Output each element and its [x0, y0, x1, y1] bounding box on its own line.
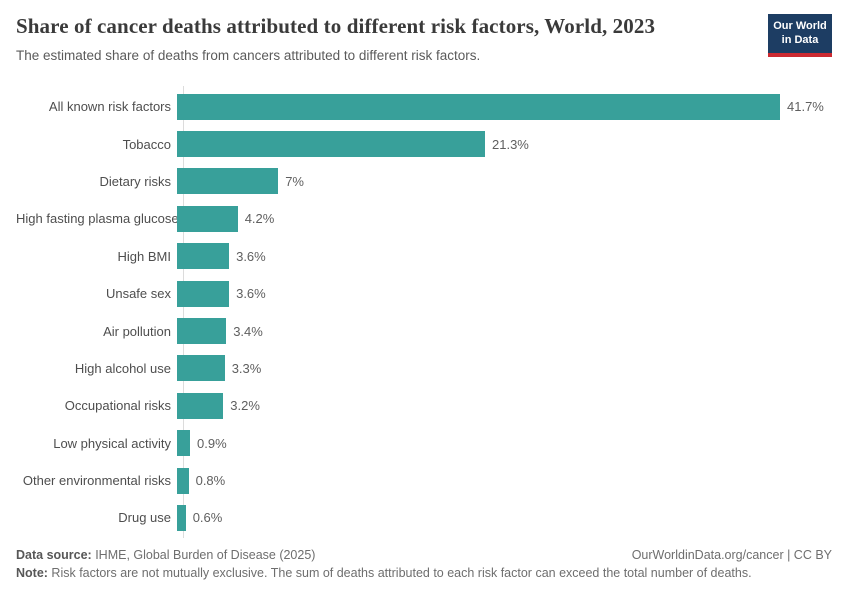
- note-text: Risk factors are not mutually exclusive.…: [47, 566, 752, 581]
- bar-row: High BMI 3.6%: [16, 238, 850, 275]
- bar[interactable]: [177, 355, 225, 382]
- bar-track: 0.8%: [177, 462, 850, 499]
- owid-license-link[interactable]: OurWorldinData.org/cancer | CC BY: [631, 548, 832, 562]
- bar[interactable]: [177, 205, 238, 232]
- owid-logo-text-line2: in Data: [781, 33, 819, 46]
- bar-track: 4.2%: [177, 200, 850, 237]
- category-label: Low physical activity: [53, 435, 171, 451]
- owid-logo[interactable]: Our World in Data: [768, 14, 832, 57]
- data-source: Data source: IHME, Global Burden of Dise…: [16, 546, 315, 564]
- bar-row: All known risk factors 41.7%: [16, 88, 850, 125]
- data-source-text: IHME, Global Burden of Disease (2025): [91, 548, 316, 562]
- bar-row: Tobacco 21.3%: [16, 125, 850, 162]
- bar-row: Air pollution 3.4%: [16, 312, 850, 349]
- bar-row: Occupational risks 3.2%: [16, 387, 850, 424]
- bar[interactable]: [177, 504, 186, 531]
- bar-row: Other environmental risks 0.8%: [16, 462, 850, 499]
- value-label: 3.3%: [231, 360, 262, 376]
- bar-track: 3.6%: [177, 275, 850, 312]
- value-label: 7%: [285, 173, 304, 189]
- bar[interactable]: [177, 168, 279, 195]
- bar-track: 3.4%: [177, 312, 850, 349]
- data-source-label: Data source:: [16, 548, 92, 562]
- chart-footer: Data source: IHME, Global Burden of Dise…: [16, 546, 832, 582]
- bar-row: Unsafe sex 3.6%: [16, 275, 850, 312]
- value-label: 0.8%: [195, 473, 226, 489]
- bar-chart: All known risk factors 41.7% Tobacco 21.3% D…: [16, 88, 850, 537]
- value-label: 41.7%: [787, 99, 824, 115]
- bar[interactable]: [177, 467, 189, 494]
- owid-logo-text-line1: Our World: [773, 20, 827, 32]
- bar[interactable]: [177, 318, 227, 345]
- bar-track: 3.3%: [177, 350, 850, 387]
- bar-rows: All known risk factors 41.7% Tobacco 21.3% D…: [16, 88, 850, 537]
- category-label: Unsafe sex: [105, 286, 171, 302]
- note: Note: Risk factors are not mutually excl…: [16, 564, 832, 582]
- category-label: High fasting plasma glucose: [16, 211, 179, 227]
- bar[interactable]: [177, 243, 230, 270]
- value-label: 3.6%: [236, 248, 266, 264]
- bar-row: Drug use 0.6%: [16, 499, 850, 536]
- category-label: High alcohol use: [74, 360, 171, 376]
- page-title: Share of cancer deaths attributed to dif…: [16, 14, 656, 38]
- bar-row: Dietary risks 7%: [16, 163, 850, 200]
- bar-track: 3.6%: [177, 238, 850, 275]
- value-label: 3.2%: [230, 398, 260, 414]
- bar-track: 0.6%: [177, 499, 850, 536]
- bar-row: High fasting plasma glucose 4.2%: [16, 200, 850, 237]
- category-label: All known risk factors: [48, 99, 171, 115]
- bar[interactable]: [177, 430, 190, 457]
- bar-row: Low physical activity 0.9%: [16, 425, 850, 462]
- bar-track: 41.7%: [177, 88, 850, 125]
- category-label: Air pollution: [103, 323, 171, 339]
- category-label: Other environmental risks: [22, 473, 171, 489]
- bar-track: 21.3%: [177, 125, 850, 162]
- value-label: 0.9%: [197, 435, 227, 451]
- note-label: Note:: [16, 566, 48, 581]
- bar-track: 7%: [177, 163, 850, 200]
- y-axis-line: [183, 86, 184, 538]
- chart-header: Share of cancer deaths attributed to dif…: [16, 14, 655, 63]
- bar-track: 3.2%: [177, 387, 850, 424]
- bar[interactable]: [177, 93, 780, 120]
- category-label: Drug use: [118, 510, 171, 526]
- value-label: 4.2%: [244, 211, 275, 227]
- category-label: Dietary risks: [99, 173, 171, 189]
- category-label: Occupational risks: [64, 398, 171, 414]
- value-label: 0.6%: [192, 510, 223, 526]
- bar[interactable]: [177, 280, 230, 307]
- category-label: High BMI: [117, 248, 171, 264]
- bar-row: High alcohol use 3.3%: [16, 350, 850, 387]
- bar[interactable]: [177, 392, 224, 419]
- bar-track: 0.9%: [177, 425, 850, 462]
- bar[interactable]: [177, 131, 485, 158]
- value-label: 21.3%: [492, 136, 529, 152]
- value-label: 3.4%: [233, 323, 263, 339]
- page-subtitle: The estimated share of deaths from cance…: [16, 48, 481, 63]
- category-label: Tobacco: [122, 136, 171, 152]
- value-label: 3.6%: [236, 286, 266, 302]
